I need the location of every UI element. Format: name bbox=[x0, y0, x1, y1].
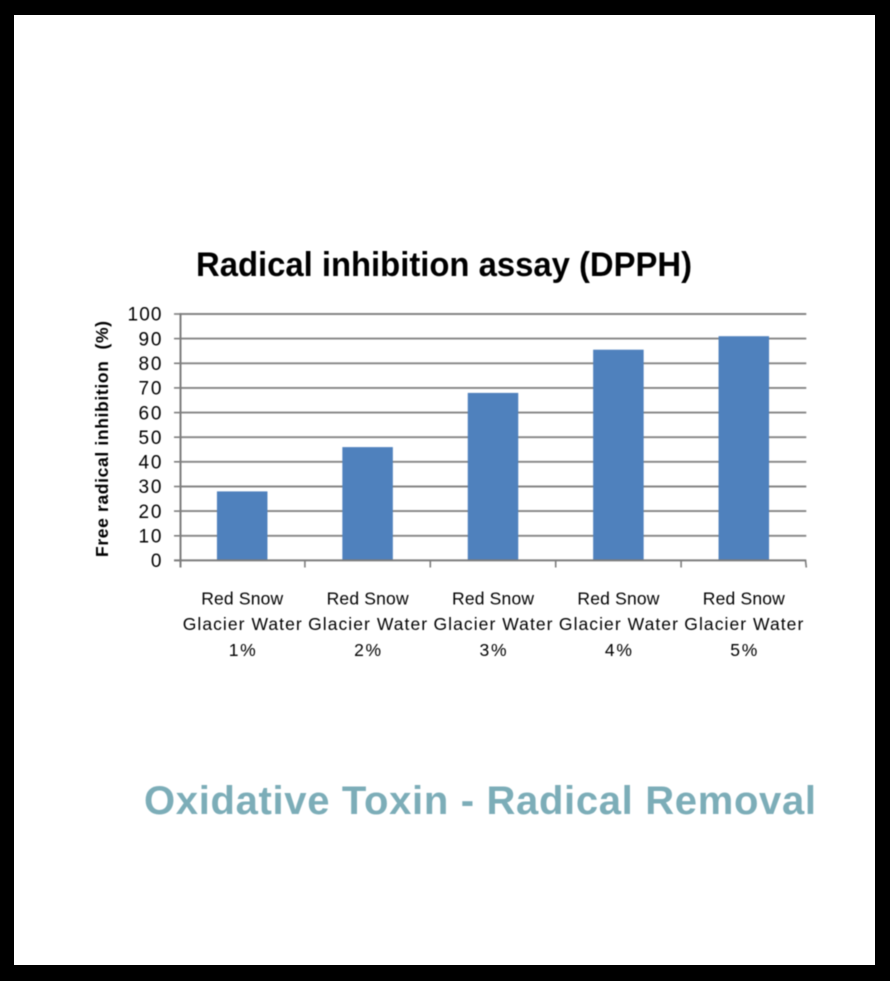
svg-text:80: 80 bbox=[139, 354, 162, 375]
svg-text:Free radical inhibition (%): Free radical inhibition (%) bbox=[92, 321, 112, 557]
svg-text:4%: 4% bbox=[605, 640, 632, 660]
svg-text:60: 60 bbox=[139, 403, 162, 424]
svg-text:Glacier Water: Glacier Water bbox=[308, 614, 427, 634]
svg-text:2%: 2% bbox=[354, 640, 381, 660]
svg-text:1%: 1% bbox=[229, 640, 256, 660]
svg-text:50: 50 bbox=[139, 428, 162, 449]
svg-text:3%: 3% bbox=[480, 640, 507, 660]
svg-text:Red Snow: Red Snow bbox=[327, 589, 409, 609]
svg-text:Red Snow: Red Snow bbox=[452, 589, 534, 609]
svg-text:100: 100 bbox=[128, 305, 162, 326]
svg-text:90: 90 bbox=[139, 329, 162, 350]
svg-text:40: 40 bbox=[139, 453, 162, 474]
svg-text:70: 70 bbox=[139, 379, 162, 400]
svg-text:Oxidative Toxin - Radical Remo: Oxidative Toxin - Radical Removal bbox=[144, 779, 816, 823]
svg-text:0: 0 bbox=[151, 551, 162, 572]
svg-text:Radical inhibition assay (DPPH: Radical inhibition assay (DPPH) bbox=[196, 246, 692, 284]
svg-text:Glacier Water: Glacier Water bbox=[434, 614, 553, 634]
svg-text:30: 30 bbox=[139, 477, 162, 498]
svg-text:Glacier Water: Glacier Water bbox=[183, 614, 302, 634]
svg-text:20: 20 bbox=[139, 502, 162, 523]
svg-text:Red Snow: Red Snow bbox=[703, 589, 785, 609]
svg-text:Red Snow: Red Snow bbox=[201, 589, 283, 609]
svg-text:Red Snow: Red Snow bbox=[577, 589, 659, 609]
svg-text:5%: 5% bbox=[730, 640, 757, 660]
svg-text:10: 10 bbox=[139, 527, 162, 548]
svg-text:Glacier Water: Glacier Water bbox=[559, 614, 678, 634]
svg-text:Glacier Water: Glacier Water bbox=[684, 614, 803, 634]
